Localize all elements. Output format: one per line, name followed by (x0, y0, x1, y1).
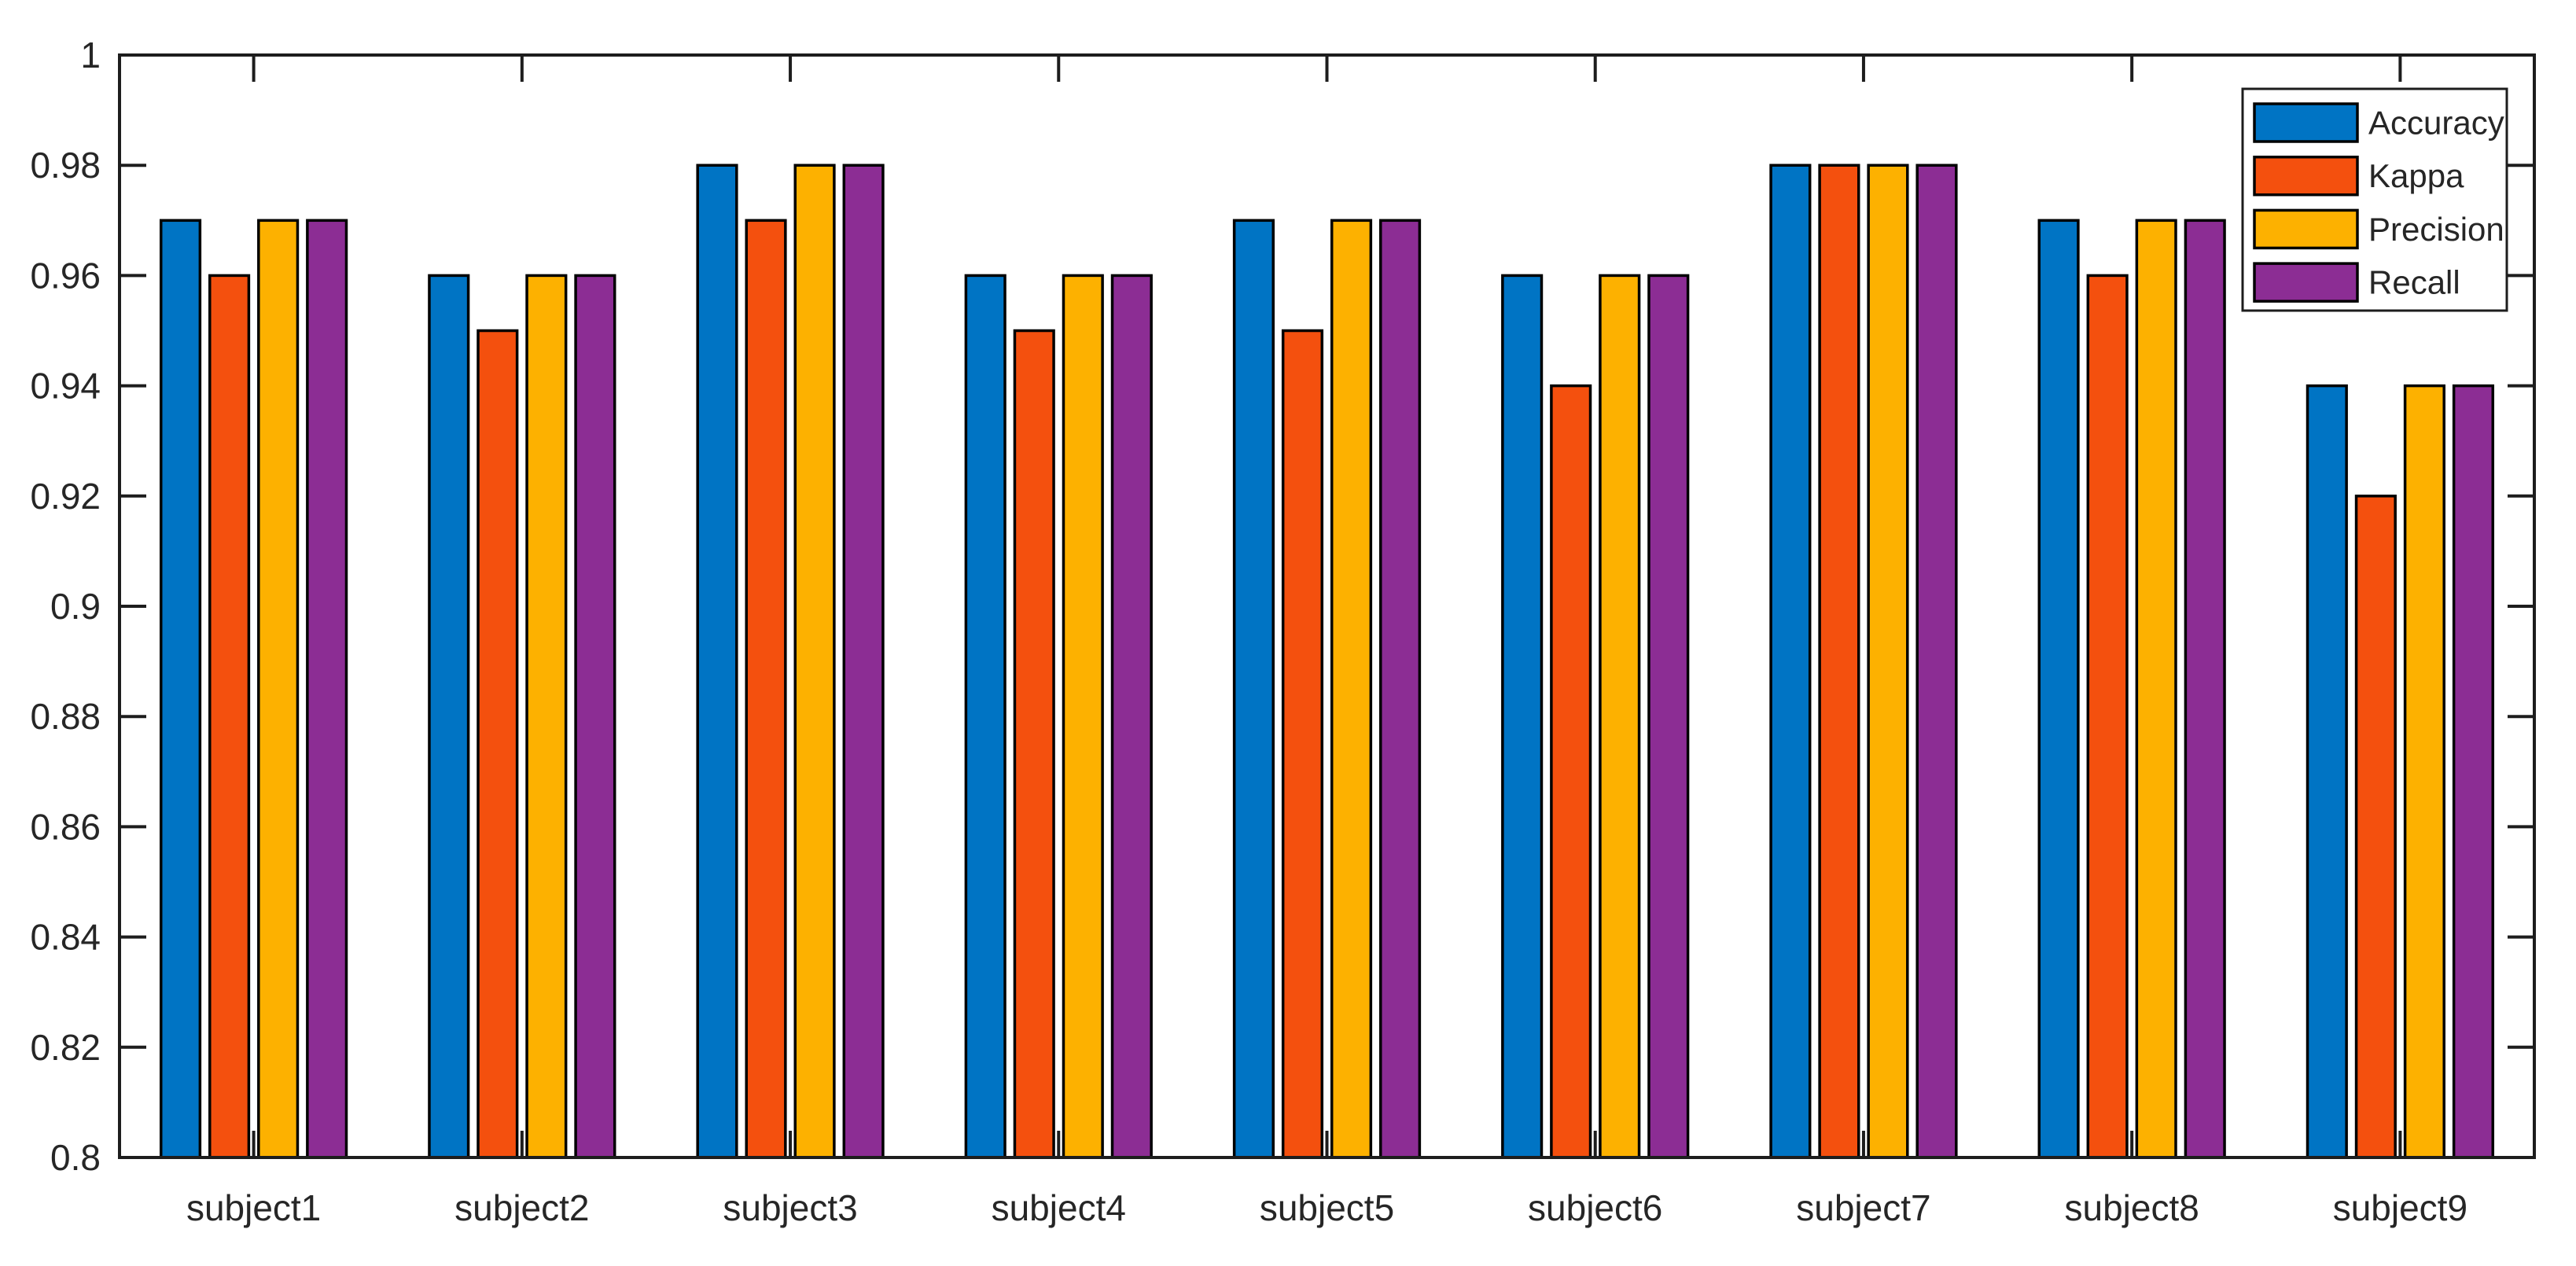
x-tick-label: subject1 (186, 1187, 321, 1228)
legend-swatch (2253, 208, 2359, 250)
x-tick-label: subject8 (2064, 1187, 2199, 1228)
bar (525, 274, 568, 1159)
bar (1110, 274, 1153, 1159)
bar (2037, 219, 2080, 1159)
bar (2184, 219, 2226, 1159)
bar (1378, 219, 1422, 1159)
bar (1062, 274, 1104, 1159)
bar (1281, 329, 1324, 1159)
bar (964, 274, 1006, 1159)
bar (2452, 384, 2495, 1159)
bar (1915, 164, 1958, 1159)
bar (428, 274, 470, 1159)
plot-border (118, 53, 2536, 1159)
bar (1867, 164, 1909, 1159)
x-tick-label: subject6 (1528, 1187, 1662, 1228)
bar (1550, 384, 1592, 1159)
y-tick-label: 0.9 (50, 586, 101, 627)
legend-swatch (2253, 262, 2359, 303)
bar (574, 274, 616, 1159)
bar (1769, 164, 1812, 1159)
bar (1232, 219, 1275, 1159)
y-tick-label: 0.84 (30, 917, 101, 958)
bar (1013, 329, 1055, 1159)
legend-label: Accuracy (2368, 105, 2504, 142)
y-tick-label: 0.98 (30, 145, 101, 186)
legend-label: Precision (2368, 211, 2504, 248)
y-tick-label: 0.88 (30, 696, 101, 737)
y-tick-label: 1 (80, 35, 101, 75)
bar (1647, 274, 1690, 1159)
bar (2306, 384, 2348, 1159)
bar (1330, 219, 1373, 1159)
bar (477, 329, 519, 1159)
bar (159, 219, 202, 1159)
y-tick-label: 0.92 (30, 476, 101, 517)
bar (2354, 495, 2397, 1159)
legend-label: Kappa (2368, 157, 2464, 194)
legend-swatch (2253, 155, 2359, 197)
bar (2135, 219, 2177, 1159)
bar (1818, 164, 1860, 1159)
bar (745, 219, 787, 1159)
x-tick-label: subject2 (454, 1187, 589, 1228)
bar (1501, 274, 1544, 1159)
bar (257, 219, 300, 1159)
bar (696, 164, 738, 1159)
x-tick-label: subject4 (992, 1187, 1126, 1228)
legend-label: Recall (2368, 264, 2460, 301)
x-tick-label: subject5 (1260, 1187, 1394, 1228)
y-tick-label: 0.94 (30, 366, 101, 407)
y-tick-label: 0.86 (30, 806, 101, 847)
bar (208, 274, 251, 1159)
x-tick-label: subject7 (1796, 1187, 1930, 1228)
bar (842, 164, 885, 1159)
y-tick-label: 0.82 (30, 1027, 101, 1068)
y-tick-label: 0.8 (50, 1137, 101, 1178)
bar (306, 219, 348, 1159)
x-tick-label: subject3 (723, 1187, 857, 1228)
bar (2403, 384, 2445, 1159)
legend-swatch (2253, 102, 2359, 143)
bar (1599, 274, 1641, 1159)
bar (2086, 274, 2129, 1159)
bar (793, 164, 836, 1159)
y-tick-label: 0.96 (30, 255, 101, 296)
x-tick-label: subject9 (2333, 1187, 2467, 1228)
